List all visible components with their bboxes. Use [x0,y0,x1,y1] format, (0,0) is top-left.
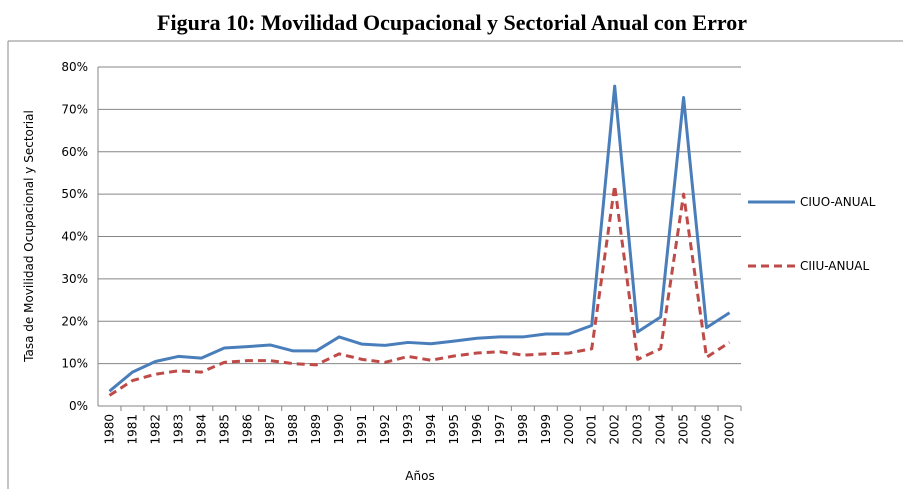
x-tick-label: 1992 [378,414,392,445]
x-tick-label: 1994 [424,414,438,445]
x-tick-label: 1996 [470,414,484,445]
x-tick-label: 2007 [723,414,737,445]
x-tick-label: 2006 [700,414,714,445]
x-axis-title: Años [405,469,434,483]
y-tick-label: 50% [61,187,88,201]
y-tick-label: 80% [61,60,88,74]
x-tick-label: 1984 [194,414,208,445]
x-tick-label: 1981 [125,414,139,445]
x-tick-label: 1980 [102,414,116,445]
legend-label: CIIU-ANUAL [800,259,869,273]
x-tick-label: 2000 [562,414,576,445]
x-tick-label: 1982 [148,414,162,445]
y-tick-label: 10% [61,357,88,371]
x-tick-label: 2005 [677,414,691,445]
x-tick-label: 1987 [263,414,277,445]
x-tick-label: 1997 [493,414,507,445]
x-tick-label: 1990 [332,414,346,445]
x-tick-label: 2002 [608,414,622,445]
x-tick-label: 1999 [539,414,553,445]
x-tick-label: 1983 [171,414,185,445]
x-tick-label: 1988 [286,414,300,445]
x-tick-label: 1985 [217,414,231,445]
x-tick-label: 2004 [654,414,668,445]
x-tick-label: 1998 [516,414,530,445]
y-tick-label: 60% [61,145,88,159]
y-tick-label: 30% [61,272,88,286]
x-tick-label: 1995 [447,414,461,445]
series-line [108,84,731,393]
y-tick-label: 70% [61,102,88,116]
legend-label: CIUO-ANUAL [800,195,876,209]
series-line [108,184,731,397]
x-tick-label: 2003 [631,414,645,445]
y-axis-title: Tasa de Movilidad Ocupacional y Sectoria… [22,110,36,363]
chart-title: Figura 10: Movilidad Ocupacional y Secto… [157,10,747,35]
x-tick-label: 2001 [585,414,599,445]
y-tick-label: 20% [61,314,88,328]
x-tick-label: 1989 [309,414,323,445]
y-tick-label: 40% [61,230,88,244]
x-tick-label: 1986 [240,414,254,445]
y-tick-label: 0% [69,399,88,413]
x-tick-label: 1991 [355,414,369,445]
x-tick-label: 1993 [401,414,415,445]
